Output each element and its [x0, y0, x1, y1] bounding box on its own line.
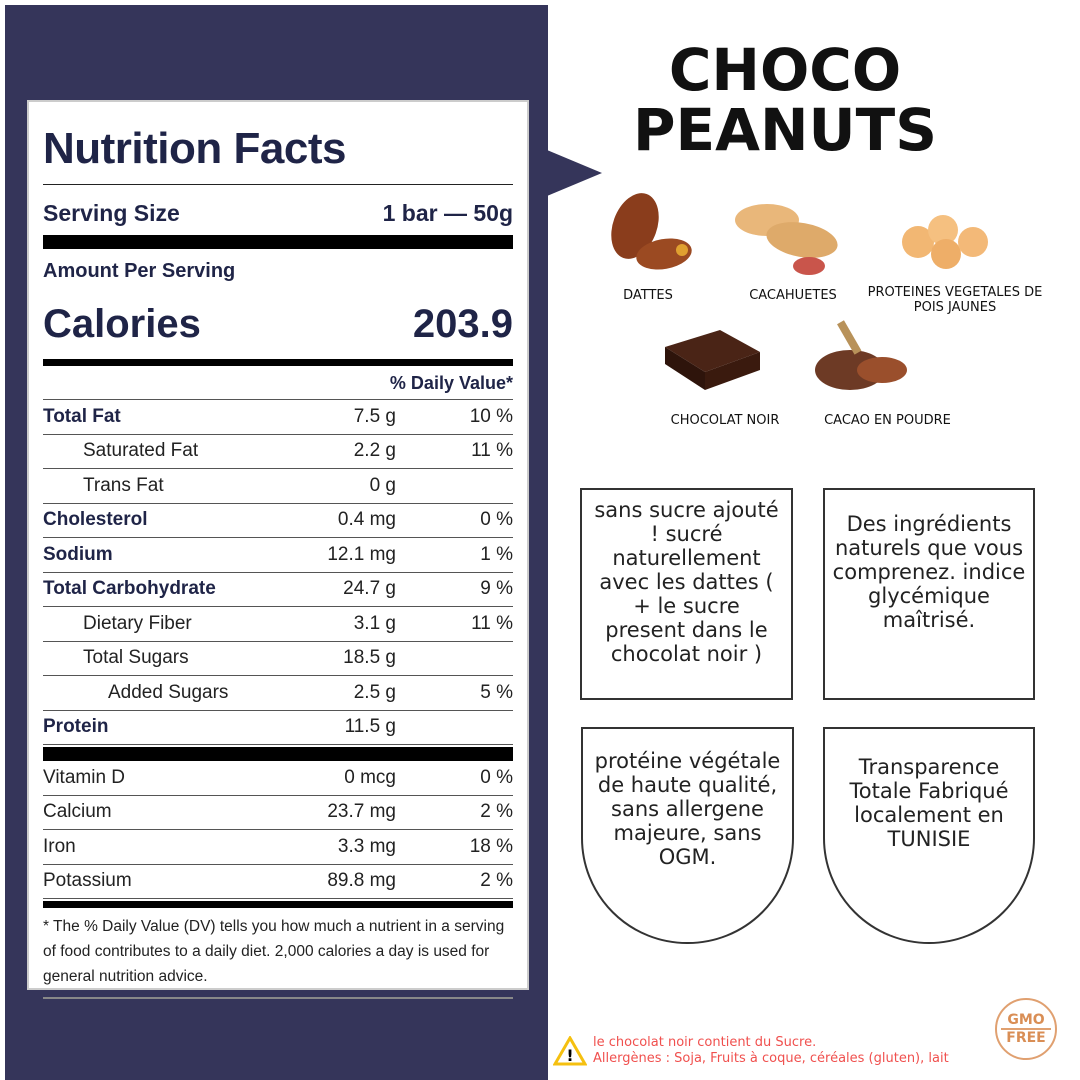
nutrient-name: Cholesterol: [43, 509, 148, 531]
nutrient-daily-value: 11 %: [471, 612, 513, 634]
nutrient-name: Iron: [43, 835, 76, 857]
nutrient-daily-value: 11 %: [471, 440, 513, 462]
nutrient-row: Sodium 12.1 mg 1 %: [43, 538, 513, 573]
nutrient-daily-value: 5 %: [480, 681, 513, 703]
dates-icon: [611, 193, 692, 270]
cocoa-powder-icon: [815, 320, 907, 390]
nutrient-name: Added Sugars: [108, 681, 229, 703]
product-name-line1: CHOCO: [668, 36, 902, 104]
nutrient-row: Dietary Fiber 3.1 g 11 %: [43, 607, 513, 642]
calories: Calories 203.9: [43, 289, 513, 359]
nutrient-name: Total Carbohydrate: [43, 578, 216, 600]
serving-size: Serving Size 1 bar — 50g: [43, 195, 513, 231]
ingredient-label: CHOCOLAT NOIR: [670, 413, 780, 428]
nutrient-name: Protein: [43, 716, 109, 738]
feature-box-natural: Des ingrédients naturels que vous compre…: [823, 488, 1035, 700]
nutrient-amount: 11.5 g: [344, 716, 396, 738]
nutrient-amount: 0 g: [369, 474, 396, 496]
nutrient-amount: 0 mcg: [344, 766, 396, 788]
nutrient-row: Total Sugars 18.5 g: [43, 642, 513, 676]
calories-label: Calories: [43, 301, 201, 346]
svg-text:!: !: [566, 1046, 573, 1065]
nutrient-row: Total Fat 7.5 g 10 %: [43, 400, 513, 435]
nutrient-row: Total Carbohydrate 24.7 g 9 %: [43, 573, 513, 607]
feature-box-protein: protéine végétale de haute qualité, sans…: [581, 727, 794, 944]
calories-value: 203.9: [412, 301, 513, 346]
nutrient-row: Added Sugars 2.5 g 5 %: [43, 676, 513, 711]
nutrient-row: Iron 3.3 mg 18 %: [43, 830, 513, 865]
product-name-line2: PEANUTS: [633, 96, 937, 164]
nutrient-amount: 3.1 g: [353, 612, 396, 634]
badge-line1: GMO: [1001, 1012, 1051, 1030]
pointer-arrow: [547, 150, 602, 196]
nutrient-name: Saturated Fat: [83, 440, 199, 462]
serving-label: Serving Size: [43, 199, 180, 226]
nutrient-amount: 2.2 g: [353, 440, 396, 462]
amount-per-serving: Amount Per Serving: [43, 259, 236, 282]
nutrient-daily-value: 9 %: [480, 578, 513, 600]
feature-box-no-sugar: sans sucre ajouté ! sucré naturellement …: [580, 488, 793, 700]
serving-value: 1 bar — 50g: [382, 199, 513, 226]
nutrient-name: Sodium: [43, 543, 113, 565]
nutrient-name: Total Fat: [43, 405, 121, 427]
nutrient-row: Protein 11.5 g: [43, 711, 513, 745]
nutrient-name: Total Sugars: [83, 647, 189, 669]
nutrient-daily-value: 0 %: [480, 509, 513, 531]
nutrient-row: Cholesterol 0.4 mg 0 %: [43, 504, 513, 538]
allergen-warning: ! le chocolat noir contient du Sucre. All…: [553, 1035, 949, 1067]
badge-line2: FREE: [1006, 1030, 1046, 1046]
nutrition-facts-label: Nutrition Facts Serving Size 1 bar — 50g …: [27, 100, 529, 999]
nutrient-name: Dietary Fiber: [83, 612, 192, 634]
nutrient-amount: 2.5 g: [353, 681, 396, 703]
warning-line1: le chocolat noir contient du Sucre.: [593, 1035, 817, 1050]
nutrient-row: Potassium 89.8 mg 2 %: [43, 865, 513, 899]
warning-icon: !: [553, 1036, 587, 1066]
ingredient-label: CACAO EN POUDRE: [824, 413, 951, 428]
nutrient-amount: 18.5 g: [343, 647, 396, 669]
nutrient-amount: 12.1 mg: [327, 543, 396, 565]
nutrient-amount: 3.3 mg: [337, 835, 396, 857]
gmo-free-badge: GMO FREE: [995, 998, 1057, 1060]
ingredient-label: DATTES: [623, 288, 673, 303]
nutrient-amount: 24.7 g: [343, 578, 396, 600]
nutrient-daily-value: 0 %: [480, 766, 513, 788]
nutrient-amount: 89.8 mg: [327, 870, 396, 892]
dark-chocolate-icon: [665, 330, 760, 390]
nutrient-daily-value: 18 %: [469, 835, 513, 857]
nutrient-amount: 7.5 g: [353, 405, 396, 427]
nutrient-daily-value: 2 %: [480, 870, 513, 892]
warning-line2: Allergènes : Soja, Fruits à coque, céréa…: [593, 1051, 949, 1066]
nutrient-daily-value: 10 %: [469, 405, 513, 427]
nutrient-name: Vitamin D: [43, 766, 126, 788]
ingredient-label: PROTEINES VEGETALES DE POIS JAUNES: [867, 285, 1043, 315]
nutrient-row: Vitamin D 0 mcg 0 %: [43, 761, 513, 796]
ingredient-label: CACAHUETES: [749, 288, 837, 303]
nutrient-row: Saturated Fat 2.2 g 11 %: [43, 435, 513, 469]
nutrient-row: Calcium 23.7 mg 2 %: [43, 796, 513, 830]
peanuts-icon: [735, 204, 838, 275]
nutrient-row: Trans Fat 0 g: [43, 469, 513, 504]
nutrient-daily-value: 1 %: [480, 543, 513, 565]
product-name: CHOCO PEANUTS: [600, 40, 970, 160]
nutrient-amount: 23.7 mg: [327, 801, 396, 823]
nutrient-name: Trans Fat: [83, 474, 164, 496]
nutrition-title: Nutrition Facts: [43, 124, 346, 173]
nutrient-daily-value: 2 %: [480, 801, 513, 823]
daily-value-header: % Daily Value*: [43, 366, 513, 400]
yellow-peas-icon: [902, 215, 988, 269]
nutrient-name: Potassium: [43, 870, 132, 892]
footnote: * The % Daily Value (DV) tells you how m…: [43, 908, 513, 999]
nutrient-amount: 0.4 mg: [337, 509, 396, 531]
feature-box-transparency: Transparence Totale Fabriqué localement …: [823, 727, 1035, 944]
nutrient-name: Calcium: [43, 801, 112, 823]
